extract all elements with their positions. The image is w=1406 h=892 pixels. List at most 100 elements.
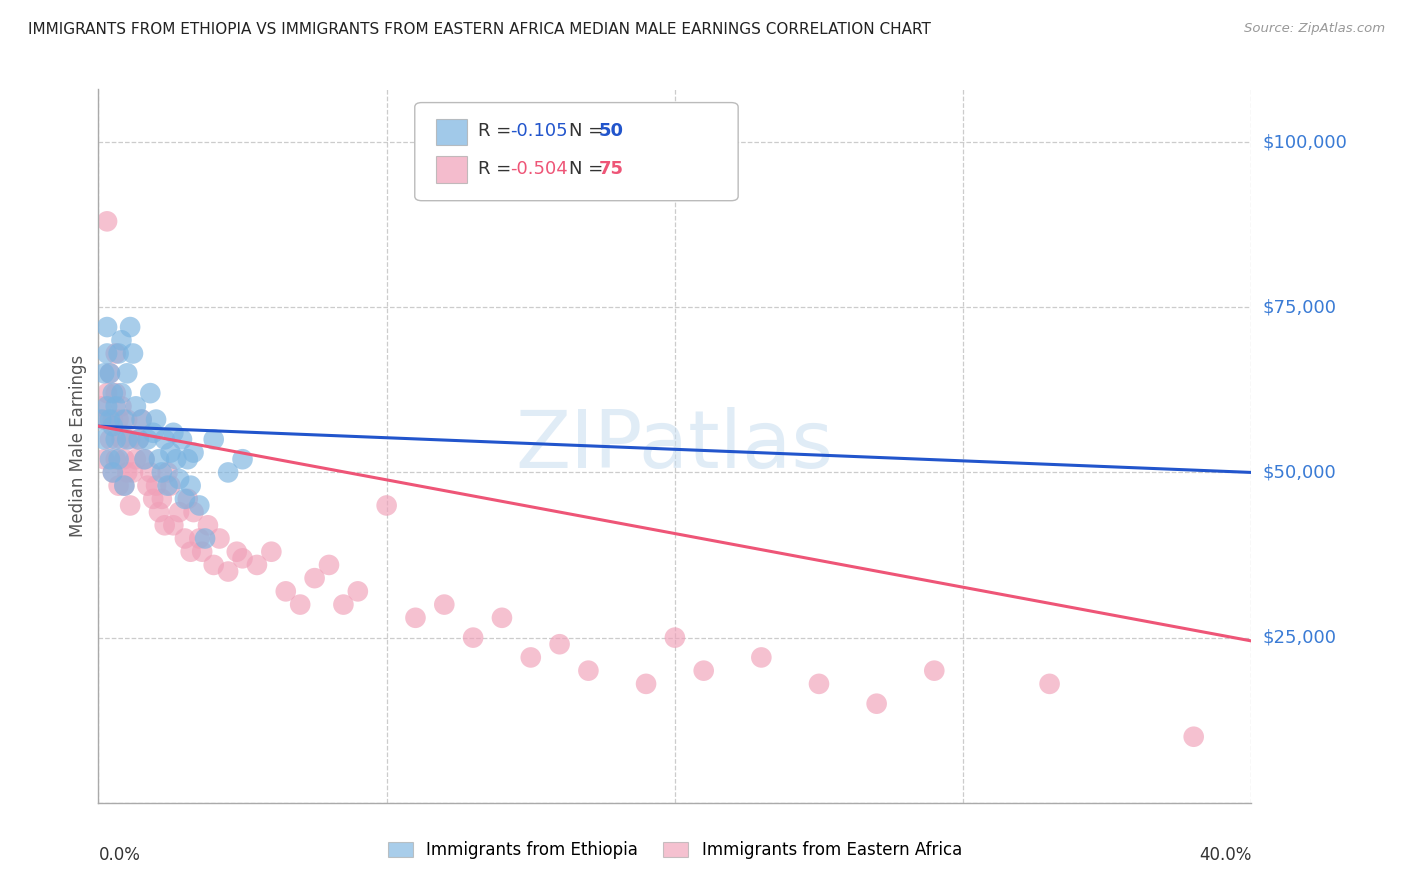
Point	[107, 412, 129, 426]
Point	[98, 433, 121, 447]
Point	[117, 433, 138, 447]
Point	[145, 412, 167, 426]
Point	[520, 650, 543, 665]
Point	[231, 452, 254, 467]
Point	[148, 452, 170, 467]
Point	[153, 518, 176, 533]
Point	[162, 425, 184, 440]
Point	[110, 433, 132, 447]
Point	[131, 412, 153, 426]
Point	[170, 433, 193, 447]
Point	[231, 551, 254, 566]
Point	[922, 664, 945, 678]
Point	[104, 433, 127, 447]
Point	[136, 478, 159, 492]
Point	[96, 214, 118, 228]
Point	[332, 598, 354, 612]
Point	[117, 412, 138, 426]
Point	[93, 433, 115, 447]
Text: 0.0%: 0.0%	[98, 846, 141, 863]
Point	[104, 386, 127, 401]
Point	[174, 532, 197, 546]
Point	[101, 386, 124, 401]
Point	[866, 697, 889, 711]
Point	[150, 466, 173, 480]
Point	[112, 478, 135, 492]
Point	[1038, 677, 1062, 691]
Text: R =: R =	[478, 161, 517, 178]
Point	[107, 346, 129, 360]
Point	[274, 584, 297, 599]
Point	[136, 433, 159, 447]
Point	[202, 433, 225, 447]
Point	[98, 452, 121, 467]
Point	[693, 664, 716, 678]
Point	[104, 346, 127, 360]
Point	[202, 558, 225, 572]
Text: $100,000: $100,000	[1263, 133, 1347, 151]
Point	[751, 650, 773, 665]
Point	[461, 631, 484, 645]
Y-axis label: Median Male Earnings: Median Male Earnings	[69, 355, 87, 537]
Point	[112, 412, 135, 426]
Text: ZIPatlas: ZIPatlas	[516, 407, 834, 485]
Point	[96, 386, 118, 401]
Text: N =: N =	[569, 161, 609, 178]
Point	[134, 452, 156, 467]
Text: 75: 75	[599, 161, 624, 178]
Point	[150, 491, 173, 506]
Text: IMMIGRANTS FROM ETHIOPIA VS IMMIGRANTS FROM EASTERN AFRICA MEDIAN MALE EARNINGS : IMMIGRANTS FROM ETHIOPIA VS IMMIGRANTS F…	[28, 22, 931, 37]
Text: R =: R =	[478, 122, 517, 140]
Point	[159, 445, 181, 459]
Point	[120, 499, 142, 513]
Point	[120, 320, 142, 334]
Point	[156, 478, 179, 492]
Point	[142, 491, 165, 506]
Point	[96, 346, 118, 360]
Point	[153, 433, 176, 447]
Point	[318, 558, 340, 572]
Text: 50: 50	[599, 122, 624, 140]
Point	[346, 584, 368, 599]
Point	[375, 499, 398, 513]
Point	[165, 452, 187, 467]
Point	[156, 466, 179, 480]
Point	[183, 445, 205, 459]
Text: 40.0%: 40.0%	[1199, 846, 1251, 863]
Point	[304, 571, 326, 585]
Point	[98, 367, 121, 381]
Point	[807, 677, 830, 691]
Text: Source: ZipAtlas.com: Source: ZipAtlas.com	[1244, 22, 1385, 36]
Point	[1182, 730, 1205, 744]
Text: $25,000: $25,000	[1263, 629, 1337, 647]
Point	[208, 532, 231, 546]
Point	[290, 598, 312, 612]
Point	[112, 452, 135, 467]
Point	[177, 452, 200, 467]
Point	[246, 558, 269, 572]
Point	[225, 545, 247, 559]
Point	[101, 466, 124, 480]
Point	[139, 466, 162, 480]
Point	[104, 452, 127, 467]
Point	[217, 565, 239, 579]
Point	[93, 367, 115, 381]
Point	[183, 505, 205, 519]
Point	[197, 518, 219, 533]
Point	[578, 664, 600, 678]
Point	[491, 611, 513, 625]
Point	[260, 545, 283, 559]
Point	[188, 532, 211, 546]
Point	[405, 611, 427, 625]
Point	[139, 386, 162, 401]
Point	[142, 425, 165, 440]
Point	[107, 478, 129, 492]
Point	[122, 346, 145, 360]
Point	[93, 452, 115, 467]
Point	[159, 478, 181, 492]
Point	[180, 478, 202, 492]
Point	[107, 452, 129, 467]
Text: N =: N =	[569, 122, 609, 140]
Point	[104, 400, 127, 414]
Point	[177, 491, 200, 506]
